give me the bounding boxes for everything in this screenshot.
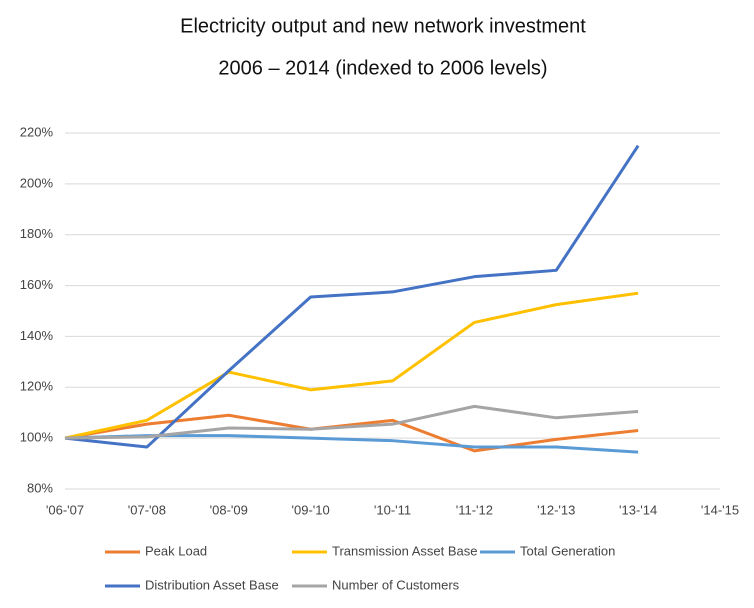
x-tick-label: '07-'08 bbox=[128, 502, 166, 517]
y-tick-label: 200% bbox=[20, 175, 54, 190]
chart-title: Electricity output and new network inves… bbox=[180, 15, 586, 37]
legend-label: Total Generation bbox=[520, 543, 615, 558]
y-tick-label: 80% bbox=[27, 480, 53, 495]
x-tick-label: '12-'13 bbox=[537, 502, 575, 517]
x-tick-label: '08-'09 bbox=[210, 502, 248, 517]
y-tick-label: 180% bbox=[20, 226, 54, 241]
x-tick-label: '14-'15 bbox=[701, 502, 739, 517]
series-line bbox=[64, 413, 639, 453]
series-line bbox=[64, 144, 640, 449]
legend-label: Number of Customers bbox=[332, 577, 460, 592]
y-tick-label: 100% bbox=[20, 430, 54, 445]
legend-label: Distribution Asset Base bbox=[145, 577, 279, 592]
legend-label: Peak Load bbox=[145, 543, 207, 558]
x-tick-label: '13-'14 bbox=[619, 502, 657, 517]
x-tick-label: '11-'12 bbox=[456, 502, 493, 517]
chart-subtitle: 2006 – 2014 (indexed to 2006 levels) bbox=[218, 57, 547, 79]
legend-label: Transmission Asset Base bbox=[332, 543, 477, 558]
y-tick-label: 160% bbox=[20, 277, 54, 292]
y-tick-label: 220% bbox=[20, 124, 54, 139]
x-tick-label: '09-'10 bbox=[292, 502, 330, 517]
y-tick-label: 140% bbox=[20, 328, 54, 343]
series-line bbox=[64, 404, 639, 440]
series-line bbox=[64, 291, 639, 440]
x-tick-label: '10-'11 bbox=[374, 502, 411, 517]
y-tick-label: 120% bbox=[20, 379, 54, 394]
x-tick-label: '06-'07 bbox=[46, 502, 84, 517]
